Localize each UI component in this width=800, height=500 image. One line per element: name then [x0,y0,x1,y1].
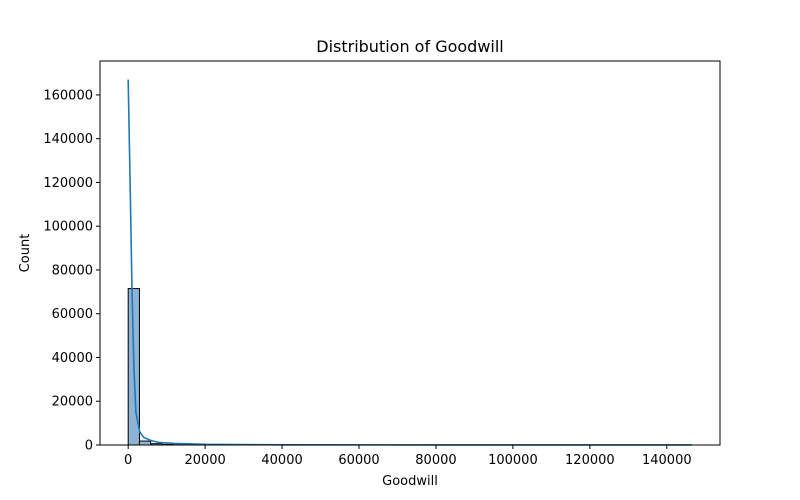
plot-area: 0 20000 40000 60000 80000 100000 120000 140000 0… [43,60,721,468]
x-tick-label-2: 40000 [261,453,302,468]
chart-title: Distribution of Goodwill [316,37,504,56]
y-tick-label-0: 0 [85,439,93,454]
x-tick-label-3: 60000 [338,453,379,468]
x-tick-label-0: 0 [124,453,132,468]
x-tick-label-5: 100000 [488,453,538,468]
y-axis-label: Count [18,234,33,273]
x-axis-label: Goodwill [382,474,438,489]
kde-line [127,79,692,446]
axes-frame [99,60,721,446]
y-tick-label-1: 20000 [52,395,93,410]
x-tick-label-6: 120000 [565,453,615,468]
x-tick-label-1: 20000 [184,453,225,468]
x-tick-label-7: 140000 [642,453,692,468]
y-tick-label-7: 140000 [43,132,93,147]
y-tick-label-2: 40000 [52,351,93,366]
x-tick-label-4: 80000 [415,453,456,468]
y-tick-label-8: 160000 [43,88,93,103]
y-tick-label-6: 120000 [43,176,93,191]
y-tick-label-4: 80000 [52,263,93,278]
y-tick-label-5: 100000 [43,220,93,235]
histogram-bar-1 [138,440,152,446]
y-tick-label-3: 60000 [52,307,93,322]
